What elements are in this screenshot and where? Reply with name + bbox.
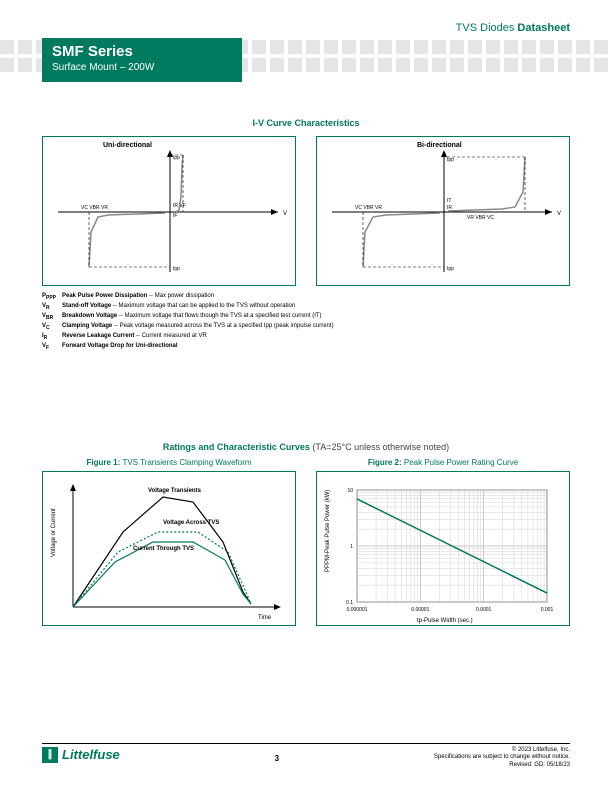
- iv-title: I-V Curve Characteristics: [42, 118, 570, 128]
- svg-text:Current Through TVS: Current Through TVS: [133, 546, 194, 552]
- logo-text: Littelfuse: [62, 747, 120, 762]
- svg-text:0.001: 0.001: [541, 607, 554, 613]
- iv-panel-uni: Uni-directional V Ipp IR VF IF VC: [42, 136, 296, 286]
- svg-text:Voltage or Current: Voltage or Current: [51, 508, 57, 557]
- svg-text:1: 1: [350, 544, 353, 550]
- iv-uni-svg: V Ipp IR VF IF VC VBR VR Ipp: [43, 137, 297, 287]
- series-subtitle: Surface Mount – 200W: [52, 62, 232, 73]
- ratings-heading: Ratings and Characteristic Curves (TA=25…: [42, 442, 570, 452]
- svg-text:IT: IT: [447, 198, 451, 204]
- category-prefix: TVS Diodes: [456, 22, 518, 34]
- svg-text:Ipp: Ipp: [447, 266, 454, 272]
- fig1-svg: Voltage or Current Time Voltage Transien…: [43, 472, 297, 627]
- doc-category: TVS Diodes Datasheet: [456, 22, 570, 34]
- fig2-title: Peak Pulse Power Rating Curve: [404, 458, 518, 467]
- svg-text:Ipp: Ipp: [173, 266, 180, 272]
- iv-section: I-V Curve Characteristics Uni-directiona…: [42, 118, 570, 352]
- fig1-prefix: Figure 1:: [86, 458, 122, 467]
- svg-text:IR VF: IR VF: [173, 203, 186, 209]
- svg-text:IF: IF: [173, 213, 177, 219]
- def-row: VFForward Voltage Drop for Uni-direction…: [42, 342, 570, 352]
- svg-text:Voltage Across TVS: Voltage Across TVS: [163, 520, 219, 526]
- svg-text:PPPM-Peak Pulse Power (kW): PPPM-Peak Pulse Power (kW): [325, 490, 331, 572]
- ratings-section: Ratings and Characteristic Curves (TA=25…: [42, 442, 570, 626]
- def-row: IRReverse Leakage Current -- Current mea…: [42, 332, 570, 342]
- ratings-title: Ratings and Characteristic Curves: [163, 442, 310, 452]
- footer: ∥ Littelfuse 3 © 2023 Littelfuse, Inc. S…: [42, 743, 570, 770]
- svg-text:IR: IR: [447, 205, 452, 211]
- fig2-svg: PPPM-Peak Pulse Power (kW) tp-Pulse Widt…: [317, 472, 571, 627]
- svg-text:tp-Pulse Width (sec.): tp-Pulse Width (sec.): [417, 618, 473, 624]
- category-bold: Datasheet: [517, 22, 570, 34]
- footer-note-2: Revised: GD: 05/18/23: [434, 762, 570, 770]
- svg-text:VC VBR VR: VC VBR VR: [81, 205, 108, 211]
- fig1-title: TVS Transients Clamping Waveform: [122, 458, 251, 467]
- figure-2: Figure 2: Peak Pulse Power Rating Curve …: [316, 458, 570, 626]
- svg-text:Time: Time: [258, 615, 272, 621]
- svg-text:Ipp: Ipp: [447, 157, 454, 163]
- iv-panel-bi: Bi-directional V Ipp IT IR VR VBR V: [316, 136, 570, 286]
- footer-note-1: Specifications are subject to change wit…: [434, 754, 570, 762]
- svg-text:0.000001: 0.000001: [347, 607, 368, 613]
- svg-text:Voltage Transients: Voltage Transients: [148, 488, 202, 494]
- svg-text:0.1: 0.1: [346, 600, 353, 606]
- logo: ∥ Littelfuse: [42, 747, 120, 763]
- svg-text:Ipp: Ipp: [173, 155, 180, 161]
- copyright: © 2023 Littelfuse, Inc.: [434, 747, 570, 755]
- bi-label: Bi-directional: [417, 142, 462, 149]
- def-row: VCClamping Voltage -- Peak voltage measu…: [42, 322, 570, 332]
- iv-definitions: PPPPPeak Pulse Power Dissipation -- Max …: [42, 292, 570, 352]
- title-bar: SMF Series Surface Mount – 200W: [42, 38, 242, 82]
- iv-bi-svg: V Ipp IT IR VR VBR VC VC VBR VR Ipp: [317, 137, 571, 287]
- page-number: 3: [275, 754, 279, 763]
- series-title: SMF Series: [52, 43, 232, 60]
- ratings-note: (TA=25°C unless otherwise noted): [310, 442, 449, 452]
- fig2-prefix: Figure 2:: [368, 458, 404, 467]
- footer-right: © 2023 Littelfuse, Inc. Specifications a…: [434, 747, 570, 770]
- svg-text:V: V: [557, 211, 561, 217]
- svg-text:VR VBR VC: VR VBR VC: [467, 215, 494, 221]
- figure-1: Figure 1: TVS Transients Clamping Wavefo…: [42, 458, 296, 626]
- uni-label: Uni-directional: [103, 142, 152, 149]
- svg-text:0.00001: 0.00001: [411, 607, 429, 613]
- svg-text:0.0001: 0.0001: [476, 607, 492, 613]
- svg-text:V: V: [283, 211, 287, 217]
- svg-text:10: 10: [347, 488, 353, 494]
- def-row: VRStand-off Voltage -- Maximum voltage t…: [42, 302, 570, 312]
- logo-mark-icon: ∥: [42, 747, 58, 763]
- svg-text:VC VBR VR: VC VBR VR: [355, 205, 382, 211]
- def-row: PPPPPeak Pulse Power Dissipation -- Max …: [42, 292, 570, 302]
- def-row: VBRBreakdown Voltage -- Maximum voltage …: [42, 312, 570, 322]
